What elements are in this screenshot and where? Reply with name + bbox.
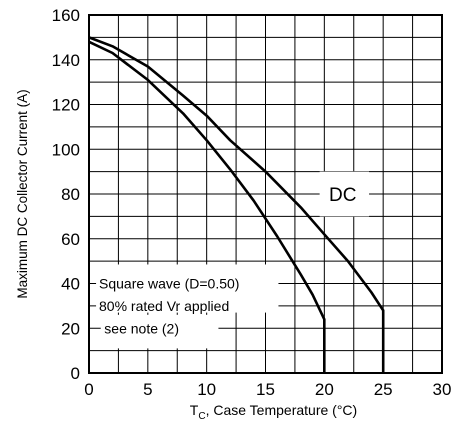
y-tick-label: 80 bbox=[61, 185, 80, 204]
annotation-square-wave: Square wave (D=0.50) bbox=[99, 276, 239, 292]
plot-frame bbox=[88, 14, 443, 374]
y-tick-label: 40 bbox=[61, 275, 80, 294]
annotation-rated-vr: 80% rated Vr applied bbox=[99, 298, 229, 314]
curves bbox=[88, 36, 385, 373]
y-tick-labels: 0 20 40 60 80 100 120 140 160 bbox=[52, 6, 80, 383]
y-axis-label: Maximum DC Collector Current (A) bbox=[15, 89, 30, 298]
x-tick-label: 20 bbox=[315, 380, 334, 399]
y-tick-label: 120 bbox=[52, 96, 80, 115]
series-line-dc bbox=[88, 36, 385, 373]
series-line-square-wave bbox=[88, 40, 326, 373]
x-axis-label: TC, Case Temperature (°C) bbox=[190, 402, 357, 422]
y-tick-label: 20 bbox=[61, 319, 80, 338]
x-tick-label: 15 bbox=[256, 380, 275, 399]
annotation-see-note: see note (2) bbox=[104, 320, 179, 336]
y-tick-label: 140 bbox=[52, 51, 80, 70]
annotation-background bbox=[319, 171, 370, 217]
y-tick-label: 100 bbox=[52, 140, 80, 159]
x-tick-label: 30 bbox=[433, 380, 452, 399]
annotation-dc: DC bbox=[329, 185, 356, 206]
x-tick-labels: 0 5 10 15 20 25 30 bbox=[84, 380, 451, 399]
x-axis-label-rest: , Case Temperature (°C) bbox=[206, 402, 358, 418]
annotation-background bbox=[96, 264, 279, 313]
x-tick-label: 0 bbox=[84, 380, 93, 399]
x-axis-label-subscript: C bbox=[198, 411, 205, 422]
annotation-background bbox=[100, 314, 219, 349]
x-tick-label: 5 bbox=[143, 380, 152, 399]
annotation-backgrounds bbox=[96, 171, 370, 349]
y-tick-label: 0 bbox=[71, 364, 80, 383]
y-tick-label: 60 bbox=[61, 230, 80, 249]
y-tick-label: 160 bbox=[52, 6, 80, 25]
x-tick-label: 25 bbox=[374, 380, 393, 399]
x-tick-label: 10 bbox=[197, 380, 216, 399]
x-axis-label-prefix: T bbox=[190, 402, 199, 418]
